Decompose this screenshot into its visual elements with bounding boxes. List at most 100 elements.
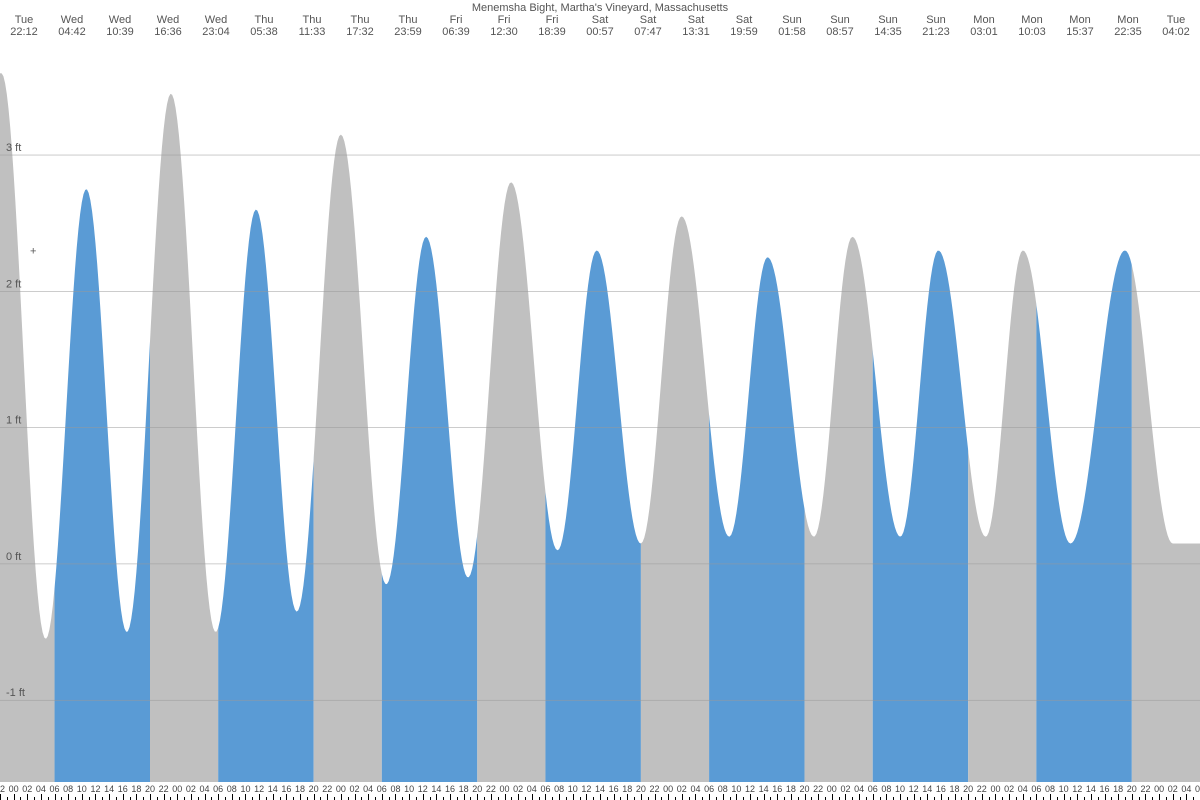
tide-fill — [0, 46, 1200, 782]
x-tick — [682, 794, 683, 800]
header-col: Thu05:38 — [250, 14, 278, 38]
x-label: 22 — [650, 784, 660, 794]
x-tick — [1009, 794, 1010, 800]
svg-text:3 ft: 3 ft — [6, 142, 21, 154]
x-tick — [368, 794, 369, 800]
x-tick — [927, 794, 928, 800]
x-tick — [300, 794, 301, 800]
x-tick — [273, 794, 274, 800]
x-tick — [95, 794, 96, 800]
x-tick — [245, 794, 246, 800]
x-tick — [1023, 794, 1024, 800]
x-tick — [764, 794, 765, 800]
x-tick — [1064, 794, 1065, 800]
x-label: 04 — [36, 784, 46, 794]
x-tick — [627, 794, 628, 800]
tide-svg: -1 ft0 ft1 ft2 ft3 ft+ — [0, 46, 1200, 782]
x-label: 02 — [1168, 784, 1178, 794]
x-tick — [505, 794, 506, 800]
x-tick — [82, 794, 83, 800]
x-tick — [614, 794, 615, 800]
x-label: 16 — [281, 784, 291, 794]
x-label: 06 — [540, 784, 550, 794]
x-label: 10 — [240, 784, 250, 794]
x-label: 10 — [731, 784, 741, 794]
x-label: 10 — [404, 784, 414, 794]
x-tick — [218, 794, 219, 800]
x-tick — [450, 794, 451, 800]
header-col: Sun21:23 — [922, 14, 950, 38]
x-tick — [164, 794, 165, 800]
x-tick — [641, 794, 642, 800]
x-label: 14 — [268, 784, 278, 794]
header-col: Wed10:39 — [106, 14, 134, 38]
x-label: 16 — [445, 784, 455, 794]
header-col: Sat00:57 — [586, 14, 614, 38]
x-label: 12 — [581, 784, 591, 794]
x-tick — [859, 794, 860, 800]
x-label: 00 — [9, 784, 19, 794]
header-col: Mon15:37 — [1066, 14, 1094, 38]
x-label: 22 — [486, 784, 496, 794]
x-label: 22 — [322, 784, 332, 794]
x-tick — [600, 794, 601, 800]
x-tick — [68, 794, 69, 800]
x-axis: 2200020406081012141618202200020406081012… — [0, 782, 1200, 800]
x-label: 04 — [690, 784, 700, 794]
header-col: Fri06:39 — [442, 14, 470, 38]
x-label: 08 — [1045, 784, 1055, 794]
x-tick — [1091, 794, 1092, 800]
x-label: 10 — [77, 784, 87, 794]
x-label: 10 — [568, 784, 578, 794]
x-label: 04 — [200, 784, 210, 794]
svg-text:+: + — [30, 245, 36, 257]
x-tick — [695, 794, 696, 800]
header-col: Sun01:58 — [778, 14, 806, 38]
x-label: 02 — [513, 784, 523, 794]
x-tick — [736, 794, 737, 800]
x-label: 04 — [1018, 784, 1028, 794]
x-label: 00 — [827, 784, 837, 794]
x-label: 12 — [254, 784, 264, 794]
x-label: 20 — [309, 784, 319, 794]
x-label: 08 — [554, 784, 564, 794]
x-label: 16 — [609, 784, 619, 794]
x-tick — [436, 794, 437, 800]
x-tick — [982, 794, 983, 800]
x-tick — [55, 794, 56, 800]
x-label: 02 — [1004, 784, 1014, 794]
x-label: 22 — [813, 784, 823, 794]
x-label: 06 — [213, 784, 223, 794]
x-label: 06 — [704, 784, 714, 794]
x-label: 08 — [227, 784, 237, 794]
header-col: Tue22:12 — [10, 14, 38, 38]
header-col: Sat07:47 — [634, 14, 662, 38]
x-tick — [382, 794, 383, 800]
header-col: Fri18:39 — [538, 14, 566, 38]
x-label: 04 — [1181, 784, 1191, 794]
x-tick — [1186, 794, 1187, 800]
x-label: 14 — [1086, 784, 1096, 794]
x-tick — [818, 794, 819, 800]
x-tick — [559, 794, 560, 800]
svg-text:-1 ft: -1 ft — [6, 687, 25, 699]
x-label: 04 — [527, 784, 537, 794]
x-tick — [995, 794, 996, 800]
header-col: Tue04:02 — [1162, 14, 1190, 38]
header-col: Thu17:32 — [346, 14, 374, 38]
x-label: 10 — [1059, 784, 1069, 794]
x-label: 18 — [950, 784, 960, 794]
x-tick — [1077, 794, 1078, 800]
x-tick — [1105, 794, 1106, 800]
x-tick — [1118, 794, 1119, 800]
x-label: 22 — [1140, 784, 1150, 794]
x-tick — [900, 794, 901, 800]
header-col: Wed16:36 — [154, 14, 182, 38]
x-tick — [968, 794, 969, 800]
x-label: 14 — [759, 784, 769, 794]
header-col: Fri12:30 — [490, 14, 518, 38]
x-tick — [832, 794, 833, 800]
x-label: 20 — [472, 784, 482, 794]
header-col: Wed23:04 — [202, 14, 230, 38]
x-label: 12 — [909, 784, 919, 794]
